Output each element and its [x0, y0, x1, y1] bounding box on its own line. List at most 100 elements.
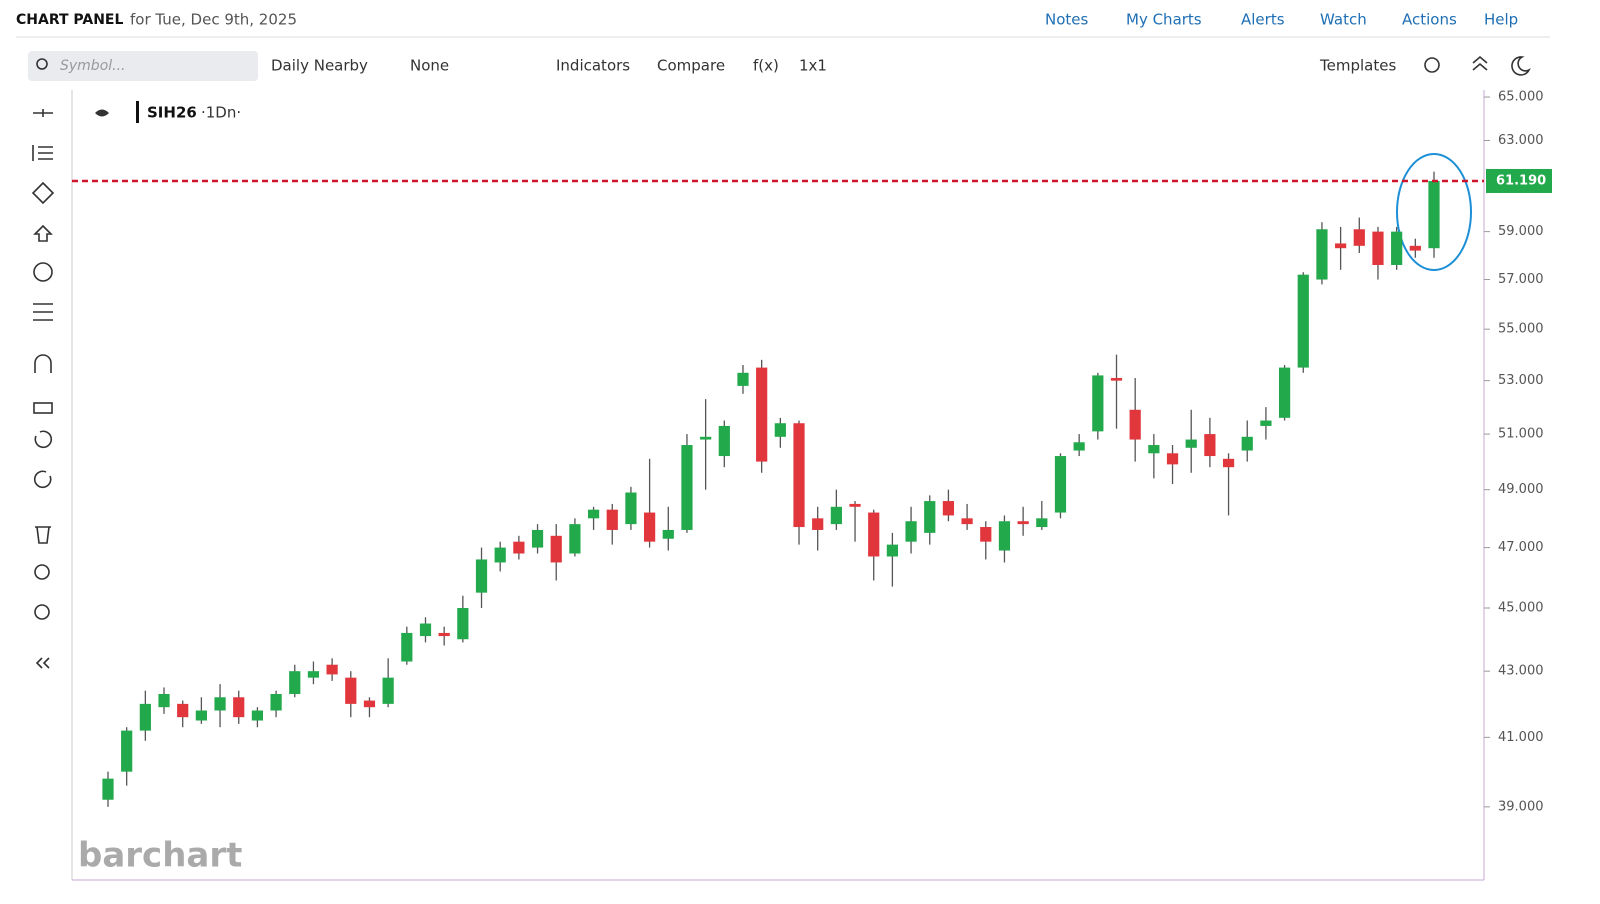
candle-body: [1297, 274, 1309, 368]
candle-body: [363, 700, 376, 708]
nav-link[interactable]: Watch: [1320, 11, 1367, 29]
tool-arrow[interactable]: [33, 224, 53, 242]
candle-body: [139, 703, 151, 731]
y-tick-label: 41.000: [1498, 730, 1544, 745]
candle-body: [793, 423, 805, 528]
nav-link[interactable]: Notes: [1045, 11, 1089, 29]
tool-hide[interactable]: [35, 657, 50, 669]
candle-body: [1092, 375, 1104, 432]
settings-icon[interactable]: [1424, 57, 1440, 73]
candle-body: [1017, 521, 1029, 525]
candle-body: [1409, 245, 1421, 251]
candle-body: [1391, 231, 1403, 265]
toolbar-item[interactable]: 1x1: [799, 57, 827, 75]
candle-body: [830, 506, 842, 525]
candle-body: [625, 492, 637, 525]
candle-body: [1353, 229, 1365, 246]
candle-body: [756, 367, 768, 462]
nav-link[interactable]: My Charts: [1126, 11, 1202, 29]
nav-link[interactable]: Alerts: [1241, 11, 1285, 29]
search-icon: [36, 58, 48, 70]
tool-magnet[interactable]: [34, 354, 52, 373]
candle-body: [868, 512, 880, 557]
candle-body: [195, 710, 207, 721]
candle-body: [998, 521, 1011, 551]
candle-body: [700, 436, 712, 440]
templates-button[interactable]: Templates: [1319, 57, 1396, 75]
tool-shape[interactable]: [31, 181, 55, 205]
candle-body: [1335, 243, 1347, 249]
candle-body: [1036, 518, 1048, 528]
candle-body: [1428, 180, 1440, 249]
candle-body: [475, 559, 488, 593]
candle-body: [1222, 458, 1235, 468]
visibility-icon[interactable]: [95, 109, 109, 117]
candle-body: [681, 445, 693, 530]
y-tick-label: 53.000: [1498, 373, 1544, 388]
candle-body: [550, 535, 562, 563]
y-tick-label: 55.000: [1498, 322, 1544, 337]
tool-undo[interactable]: [34, 430, 53, 449]
tool-counter[interactable]: [33, 262, 53, 282]
candle-body: [326, 664, 338, 675]
tool-zoom-in[interactable]: [34, 564, 50, 580]
highlight-ellipse: [1396, 153, 1472, 271]
candle-body: [1148, 445, 1160, 454]
candle-body: [606, 509, 618, 530]
candle-body: [102, 778, 114, 800]
candle-body: [1204, 434, 1216, 457]
toolbar-item[interactable]: Indicators: [556, 57, 630, 75]
toolbar-item[interactable]: f(x): [753, 57, 779, 75]
candle-body: [513, 541, 525, 554]
candle-body: [1166, 453, 1179, 465]
candle-body: [214, 697, 226, 711]
y-tick-label: 47.000: [1498, 540, 1544, 555]
symbol-search[interactable]: [28, 51, 258, 81]
chart-symbol: SIH26: [147, 104, 197, 122]
candle-body: [774, 423, 786, 437]
theme-icon[interactable]: [1511, 56, 1531, 76]
nav-link[interactable]: Actions: [1402, 11, 1457, 29]
candle-body: [587, 509, 600, 519]
candle-body: [1073, 442, 1085, 451]
collapse-icon[interactable]: [1472, 55, 1488, 71]
candle-body: [1110, 378, 1123, 381]
candle-body: [270, 693, 282, 711]
y-tick-label: 57.000: [1498, 272, 1544, 287]
candle-body: [1129, 409, 1141, 440]
toolbar-item[interactable]: Daily Nearby: [271, 57, 368, 75]
tool-redo[interactable]: [33, 470, 52, 489]
candle-body: [886, 544, 898, 557]
y-tick-label: 59.000: [1498, 224, 1544, 239]
candle-body: [1185, 439, 1197, 448]
price-tag-label: 61.190: [1496, 173, 1546, 188]
candle-body: [1260, 420, 1272, 426]
candle-body: [345, 677, 357, 704]
y-tick-label: 39.000: [1498, 799, 1544, 814]
nav-link[interactable]: Help: [1484, 11, 1518, 29]
candle-body: [401, 632, 413, 662]
candle-body: [1316, 229, 1328, 280]
candle-body: [419, 623, 432, 637]
chart-interval: ·1Dn·: [201, 104, 241, 122]
candle-body: [961, 518, 973, 525]
candle-body: [438, 632, 450, 637]
candle-body: [980, 527, 992, 542]
tool-delete[interactable]: [35, 526, 51, 544]
tool-lock[interactable]: [33, 402, 53, 414]
candle-body: [569, 524, 581, 554]
panel-date: for Tue, Dec 9th, 2025: [130, 11, 297, 29]
tool-line[interactable]: [33, 109, 53, 117]
toolbar-item[interactable]: Compare: [657, 57, 725, 75]
candle-body: [251, 710, 264, 721]
tool-zoom-out[interactable]: [34, 604, 50, 620]
toolbar-item[interactable]: None: [410, 57, 449, 75]
candle-body: [158, 693, 170, 708]
candle-body: [1372, 231, 1384, 265]
tool-fib[interactable]: [32, 145, 53, 161]
candle-body: [662, 529, 674, 539]
candle-body: [457, 608, 469, 640]
tool-pattern[interactable]: [33, 303, 53, 321]
